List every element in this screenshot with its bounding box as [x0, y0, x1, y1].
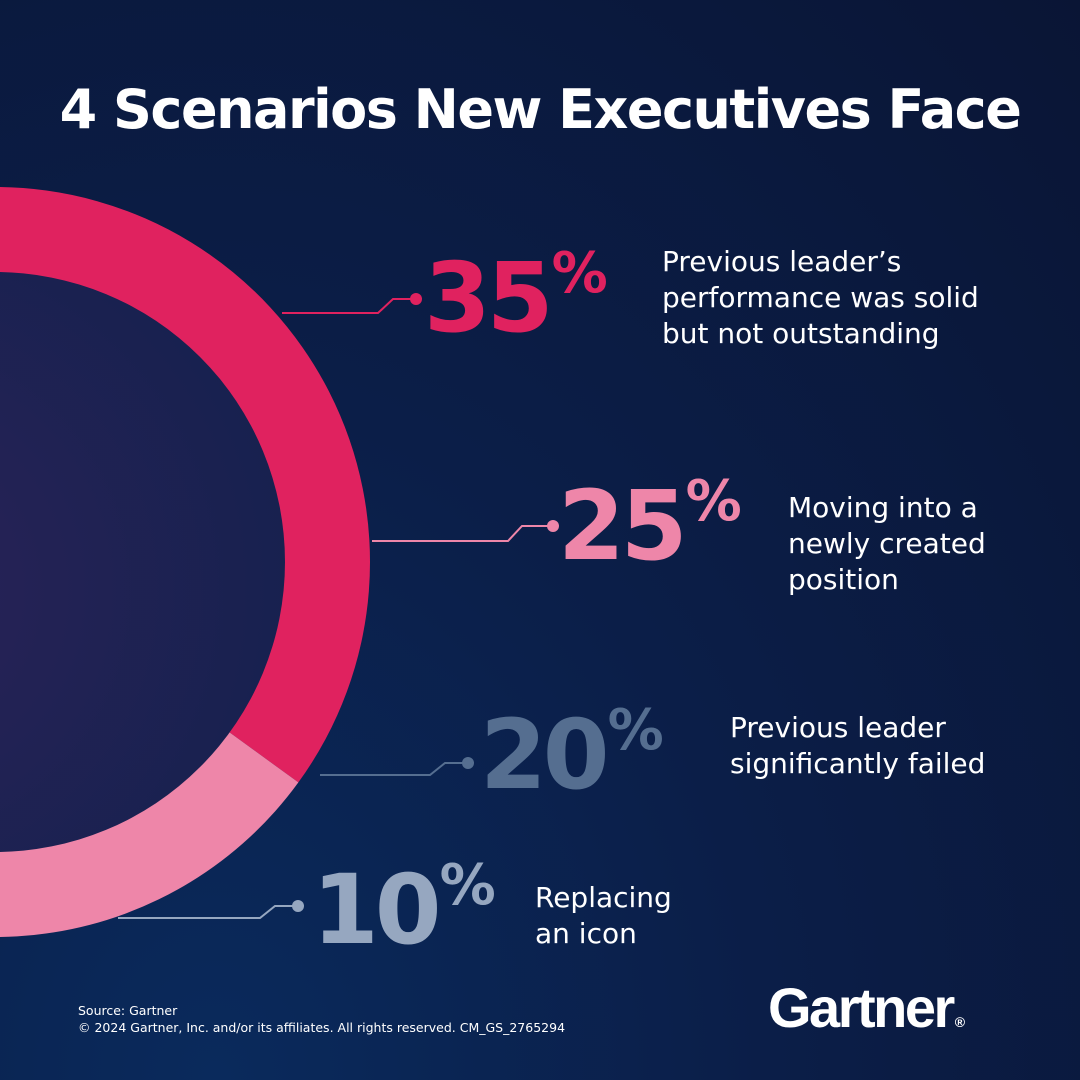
- value-label-2-unit: %: [607, 698, 664, 763]
- value-label-1-unit: %: [685, 469, 742, 534]
- leader-dot-0: [410, 293, 422, 305]
- leader-dot-1: [547, 520, 559, 532]
- category-label-2: Previous leader significantly failed: [730, 711, 986, 780]
- value-label-2-number: 20: [480, 699, 610, 811]
- value-label-0-number: 35: [424, 242, 554, 354]
- value-label-3-number: 10: [312, 854, 442, 966]
- leader-dot-2: [462, 757, 474, 769]
- leader-line-2: [320, 762, 468, 776]
- category-label-1: Moving into a newly created position: [788, 491, 986, 596]
- leader-line-3: [118, 905, 298, 919]
- gartner-logo: Gartner ®: [768, 975, 965, 1040]
- registered-mark: ®: [954, 1014, 966, 1030]
- value-label-0: 35%: [424, 246, 608, 347]
- category-label-0: Previous leader’s performance was solid …: [662, 245, 979, 350]
- value-label-1: 25%: [558, 474, 742, 575]
- logo-text: Gartner: [768, 976, 955, 1039]
- leader-line-0: [282, 298, 416, 314]
- value-label-0-unit: %: [551, 241, 608, 306]
- value-label-3-unit: %: [439, 853, 496, 918]
- source-note: Source: Gartner: [78, 1003, 178, 1018]
- copyright-note: © 2024 Gartner, Inc. and/or its affiliat…: [78, 1020, 566, 1035]
- value-label-1-number: 25: [558, 470, 688, 582]
- footer: Source: Gartner © 2024 Gartner, Inc. and…: [78, 1002, 565, 1036]
- category-label-3: Replacing an icon: [535, 881, 672, 950]
- value-label-2: 20%: [480, 703, 664, 804]
- value-label-3: 10%: [312, 858, 496, 959]
- leader-dot-3: [292, 900, 304, 912]
- page-title: 4 Scenarios New Executives Face: [59, 78, 1022, 141]
- donut-center: [0, 272, 285, 852]
- leader-line-1: [372, 525, 553, 542]
